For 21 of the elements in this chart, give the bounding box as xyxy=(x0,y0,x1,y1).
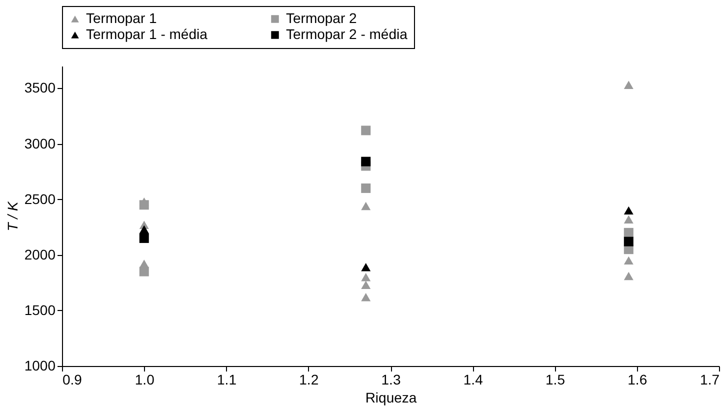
y-tick-label: 1000 xyxy=(24,358,56,374)
x-tick-label: 0.9 xyxy=(62,372,82,388)
legend-label: Termopar 1 - média xyxy=(86,26,208,42)
x-tick-label: 1.1 xyxy=(217,372,237,388)
x-tick-label: 1.7 xyxy=(700,372,720,388)
x-tick-label: 1.6 xyxy=(628,372,648,388)
y-axis-title: T / K xyxy=(4,201,20,232)
x-tick-label: 1.4 xyxy=(463,372,484,388)
legend-label: Termopar 2 - média xyxy=(286,26,408,42)
x-axis-title: Riqueza xyxy=(365,390,417,406)
x-tick-label: 1.5 xyxy=(546,372,566,388)
x-tick-label: 1.3 xyxy=(381,372,401,388)
y-tick-label: 1500 xyxy=(24,302,56,318)
y-tick-label: 3000 xyxy=(24,135,56,152)
legend-label: Termopar 2 xyxy=(286,10,358,26)
y-tick-label: 3500 xyxy=(24,80,56,96)
legend-label: Termopar 1 xyxy=(86,10,158,26)
y-tick-label: 2500 xyxy=(24,190,56,207)
x-tick-label: 1.0 xyxy=(134,372,155,388)
x-tick-label: 1.2 xyxy=(299,372,319,388)
y-tick-label: 2000 xyxy=(24,246,56,262)
